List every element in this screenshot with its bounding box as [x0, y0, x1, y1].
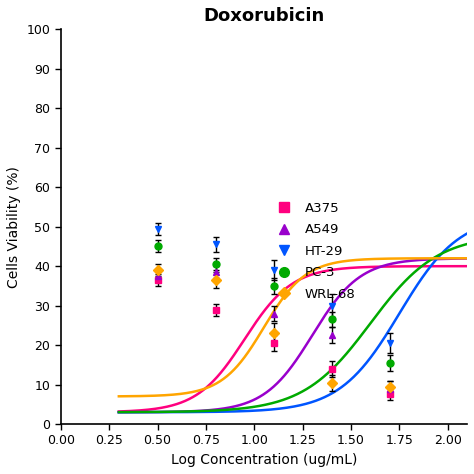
- Legend: A375, A549, HT-29, PC-3, WRL-68: A375, A549, HT-29, PC-3, WRL-68: [271, 202, 356, 301]
- Title: Doxorubicin: Doxorubicin: [203, 7, 325, 25]
- X-axis label: Log Concentration (ug/mL): Log Concentration (ug/mL): [171, 453, 357, 467]
- Y-axis label: Cells Viability (%): Cells Viability (%): [7, 166, 21, 288]
